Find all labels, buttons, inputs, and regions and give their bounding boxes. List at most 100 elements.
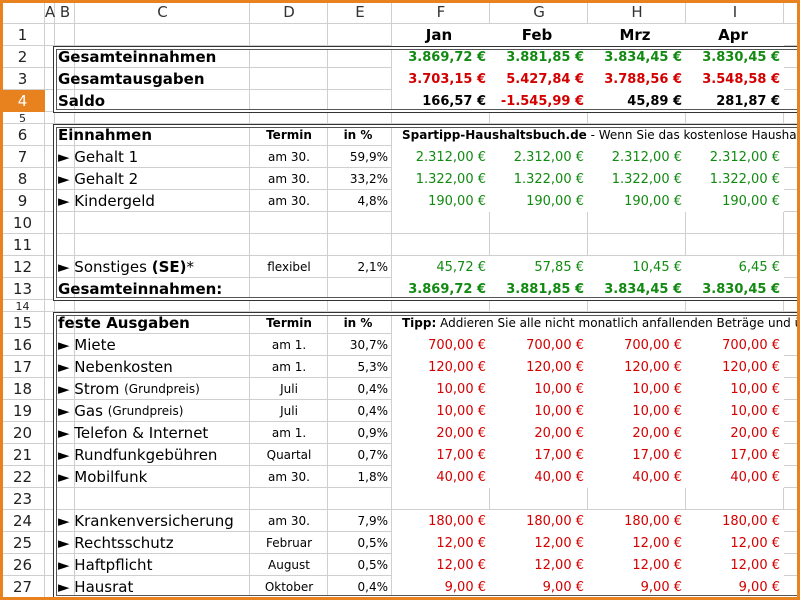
label-part: ► Gas <box>58 402 108 420</box>
grid-cell <box>392 300 490 312</box>
month-value: 10,00 € <box>588 400 686 422</box>
column-header: F <box>436 3 446 21</box>
month-value: 3.548,58 € <box>686 68 784 90</box>
grid-cell <box>55 488 75 510</box>
termin: flexibel <box>267 260 311 274</box>
label-part: ► Strom <box>58 380 125 398</box>
grid-cell <box>45 356 55 378</box>
label-part: (Grundpreis) <box>107 404 184 418</box>
row-label: ► Haftpflicht <box>58 556 153 574</box>
column-header: I <box>732 3 738 21</box>
month-value: Feb <box>490 24 588 46</box>
grid-cell <box>250 168 328 190</box>
percent: 0,4% <box>357 580 389 594</box>
month-value: 120,00 € <box>588 356 686 378</box>
grid-cell <box>490 300 588 312</box>
grid-cell <box>45 90 55 112</box>
grid-cell <box>250 312 328 334</box>
grid-cell <box>55 212 75 234</box>
row-label: ► Miete <box>58 336 116 354</box>
grid-cell <box>0 488 45 510</box>
grid-cell <box>55 256 75 278</box>
month-value: 40,00 € <box>588 466 686 488</box>
grid-cell <box>45 312 55 334</box>
month-value: 1.322,00 € <box>588 168 686 190</box>
grid-cell <box>328 278 392 300</box>
row-number: 2 <box>17 48 28 66</box>
month-value: 10,00 € <box>392 378 490 400</box>
column-header: A <box>45 3 55 21</box>
month-value: 3.834,45 € <box>588 46 686 68</box>
month-value: Apr <box>686 24 784 46</box>
month-value: 10,00 € <box>588 378 686 400</box>
grid-cell <box>328 234 392 256</box>
month-value: Jan <box>392 24 490 46</box>
grid-cell <box>328 400 392 422</box>
grid-cell <box>55 444 75 466</box>
month-value: 10,00 € <box>490 400 588 422</box>
grid-cell <box>250 532 328 554</box>
row-number: 22 <box>12 468 33 486</box>
percent: 0,9% <box>357 426 389 440</box>
grid-cell <box>55 190 75 212</box>
grid-cell <box>328 422 392 444</box>
grid-cell <box>250 190 328 212</box>
grid-cell <box>55 554 75 576</box>
month-value: 3.869,72 € <box>392 46 490 68</box>
grid-cell <box>45 554 55 576</box>
grid-cell <box>0 278 45 300</box>
month-value: 17,00 € <box>392 444 490 466</box>
grid-cell <box>75 356 250 378</box>
block-border <box>53 46 800 113</box>
column-header: G <box>533 3 545 21</box>
percent: 1,8% <box>357 470 389 484</box>
termin: Oktober <box>264 580 314 594</box>
month-value: 700,00 € <box>392 334 490 356</box>
grid-cell <box>328 300 392 312</box>
month-value: 120,00 € <box>686 356 784 378</box>
termin: am 30. <box>268 172 310 186</box>
month-value: 120,00 € <box>490 356 588 378</box>
grid-cell <box>0 68 45 90</box>
label-part: * <box>186 258 194 276</box>
grid-cell <box>250 356 328 378</box>
grid-cell <box>75 400 250 422</box>
row-number: 12 <box>12 258 33 276</box>
month-value: 10,00 € <box>490 378 588 400</box>
grid-cell <box>55 24 75 46</box>
month-value: 5.427,84 € <box>490 68 588 90</box>
grid-cell <box>55 466 75 488</box>
grid-cell <box>0 124 45 146</box>
month-value: 3.834,45 € <box>588 278 686 300</box>
grid-cell <box>45 24 55 46</box>
note: Spartipp-Haushaltsbuch.de - Wenn Sie das… <box>392 124 800 146</box>
grid-cell <box>45 0 55 24</box>
grid-cell <box>250 234 328 256</box>
termin: am 30. <box>268 150 310 164</box>
grid-cell <box>0 356 45 378</box>
grid-cell <box>75 378 250 400</box>
row-number: 21 <box>12 446 33 464</box>
grid-cell <box>328 256 392 278</box>
row-label: ► Sonstiges (SE) * <box>55 256 250 278</box>
month-value: 166,57 € <box>392 90 490 112</box>
grid-cell <box>686 0 784 24</box>
grid-cell <box>0 168 45 190</box>
month-value: 57,85 € <box>490 256 588 278</box>
grid-cell <box>75 278 250 300</box>
month-value: 3.830,45 € <box>686 278 784 300</box>
grid-cell <box>250 444 328 466</box>
month-value: 12,00 € <box>686 532 784 554</box>
grid-cell <box>784 112 800 124</box>
grid-cell <box>55 234 75 256</box>
grid-cell <box>328 190 392 212</box>
percent: 0,5% <box>357 558 389 572</box>
row-number: 11 <box>12 236 33 254</box>
grid-cell <box>250 212 328 234</box>
grid-cell <box>75 124 250 146</box>
month-value: 190,00 € <box>392 190 490 212</box>
grid-cell <box>0 532 45 554</box>
row-number: 6 <box>17 126 28 144</box>
month-value: 9,00 € <box>588 576 686 598</box>
row-number: 7 <box>17 148 28 166</box>
